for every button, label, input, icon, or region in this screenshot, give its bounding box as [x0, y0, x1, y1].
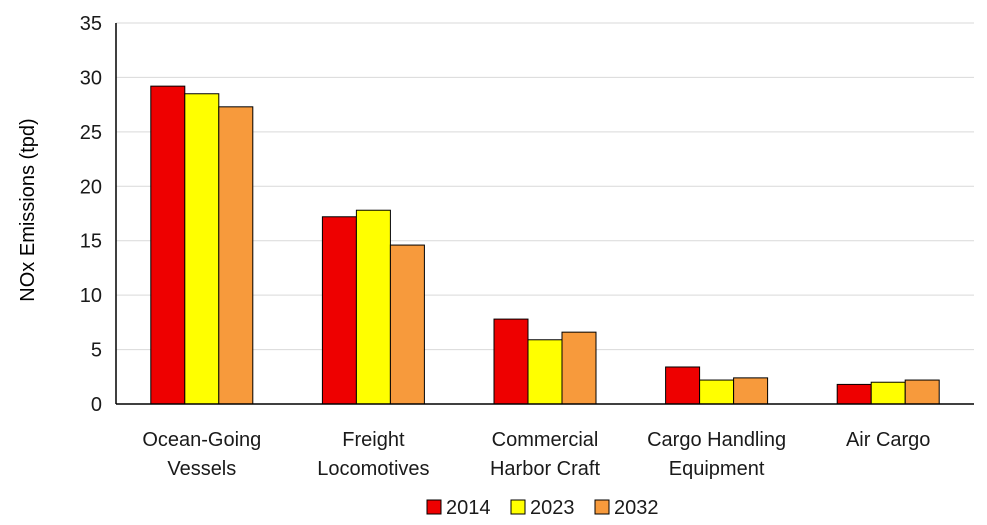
x-category-label: Air Cargo [846, 429, 930, 451]
legend-label-2032: 2032 [614, 497, 659, 519]
bar-2023-2 [527, 339, 563, 405]
x-category-label: Vessels [167, 458, 236, 480]
bar-2014-1 [321, 216, 357, 405]
bar-2032-3 [733, 377, 769, 405]
bar-2023-3 [699, 379, 735, 405]
y-tick-label: 30 [80, 67, 102, 89]
y-tick-label: 15 [80, 231, 102, 253]
axes [115, 23, 974, 405]
legend: 2014 2023 2032 [426, 497, 659, 519]
y-axis-title: NOx Emissions (tpd) [17, 118, 39, 301]
bar-2014-3 [665, 366, 701, 405]
x-category-label: Ocean-Going [142, 429, 261, 451]
x-category-label: Commercial [492, 429, 599, 451]
bars [150, 85, 940, 405]
gridlines [116, 22, 974, 351]
y-tick-label: 25 [80, 122, 102, 144]
x-category-label: Harbor Craft [490, 458, 600, 480]
x-category-label: Equipment [669, 458, 765, 480]
bar-2032-0 [218, 106, 254, 405]
bar-2014-4 [836, 383, 872, 405]
legend-swatch-2023 [510, 499, 526, 515]
y-tick-labels: 0 5 10 15 20 25 30 35 [80, 13, 102, 416]
legend-swatch-2014 [426, 499, 442, 515]
legend-label-2023: 2023 [530, 497, 575, 519]
y-tick-label: 20 [80, 176, 102, 198]
x-category-label: Locomotives [317, 458, 429, 480]
x-category-label: Freight [342, 429, 405, 451]
bar-2023-0 [184, 93, 220, 405]
bar-2032-4 [904, 379, 940, 405]
bar-2023-4 [870, 381, 906, 405]
bar-2014-0 [150, 85, 186, 405]
legend-swatch-2032 [594, 499, 610, 515]
y-tick-label: 0 [91, 394, 102, 416]
x-category-labels: Ocean-Going Vessels Freight Locomotives Comm… [142, 429, 930, 480]
bar-2032-2 [561, 331, 597, 405]
bar-2023-1 [355, 209, 391, 405]
y-tick-label: 35 [80, 13, 102, 35]
x-category-label: Cargo Handling [647, 429, 786, 451]
y-tick-label: 5 [91, 340, 102, 362]
y-tick-label: 10 [80, 285, 102, 307]
bar-2032-1 [389, 244, 425, 405]
bar-2014-2 [493, 318, 529, 405]
legend-label-2014: 2014 [446, 497, 491, 519]
